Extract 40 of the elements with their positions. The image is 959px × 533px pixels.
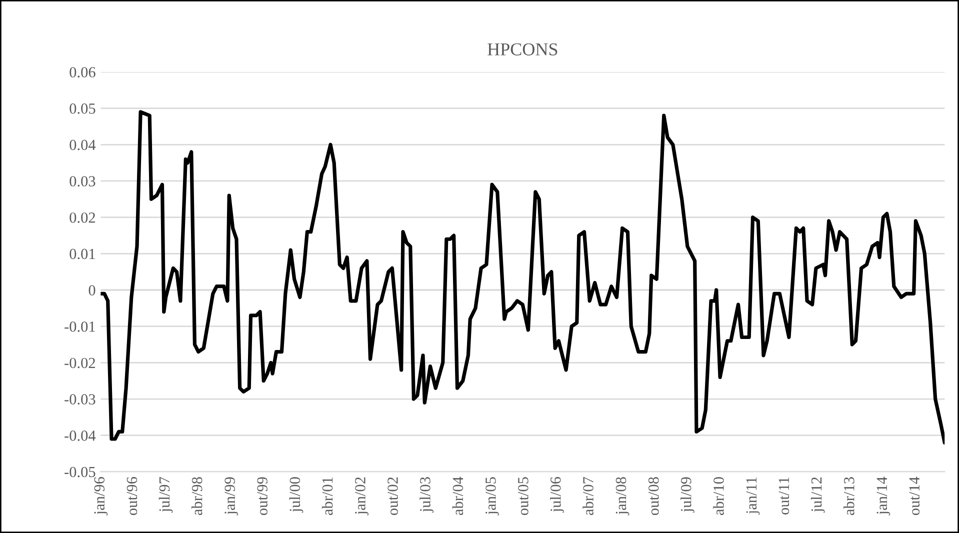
x-tick-label: out/99 (257, 477, 268, 516)
x-tick-label: abr/10 (713, 477, 724, 516)
chart-title: HPCONS (488, 43, 558, 56)
x-tick-label: abr/98 (191, 477, 202, 516)
y-tick-label: 0.01 (70, 248, 95, 260)
x-tick-label: out/02 (388, 477, 398, 516)
x-tick-label: abr/04 (452, 476, 464, 516)
x-tick-label: jul/06 (550, 477, 564, 513)
x-tick-label: jan/96 (94, 477, 108, 516)
x-tick-label: out/14 (909, 476, 920, 516)
y-tick-label: -0.04 (64, 430, 96, 441)
y-tick-label: -0.05 (64, 466, 96, 478)
y-tick-label: -0.03 (64, 394, 96, 405)
x-tick-label: out/96 (126, 477, 138, 516)
x-tick-label: abr/07 (582, 477, 594, 516)
x-tick-label: jul/97 (158, 477, 173, 513)
line-series (100, 110, 945, 444)
y-tick-label: 0.04 (70, 140, 96, 150)
x-tick-label: jan/14 (876, 476, 890, 516)
x-tick-label: jan/05 (486, 477, 499, 516)
x-tick-label: out/11 (778, 477, 790, 514)
y-tick-label: -0.02 (64, 358, 95, 368)
x-tick-label: jul/03 (420, 477, 434, 513)
x-tick-label: jan/99 (224, 477, 238, 516)
x-tick-label: jan/11 (746, 477, 760, 515)
x-tick-label: out/05 (518, 477, 528, 516)
x-tick-label: jul/12 (810, 477, 825, 513)
x-tick-label: abr/01 (322, 477, 333, 516)
y-tick-label: 0.05 (70, 103, 96, 114)
x-tick-label: jul/09 (680, 477, 694, 513)
y-tick-label: 0.03 (70, 176, 96, 186)
x-tick-label: jan/08 (616, 477, 630, 516)
x-tick-label: jan/02 (355, 477, 368, 516)
x-tick-label: abr/13 (844, 477, 854, 516)
y-tick-label: 0 (88, 285, 96, 296)
y-tick-label: 0.02 (70, 212, 95, 223)
x-tick-label: jul/00 (289, 477, 304, 513)
y-tick-label: -0.01 (64, 321, 95, 332)
y-tick-label: 0.06 (70, 67, 96, 78)
x-tick-label: out/08 (648, 477, 659, 516)
